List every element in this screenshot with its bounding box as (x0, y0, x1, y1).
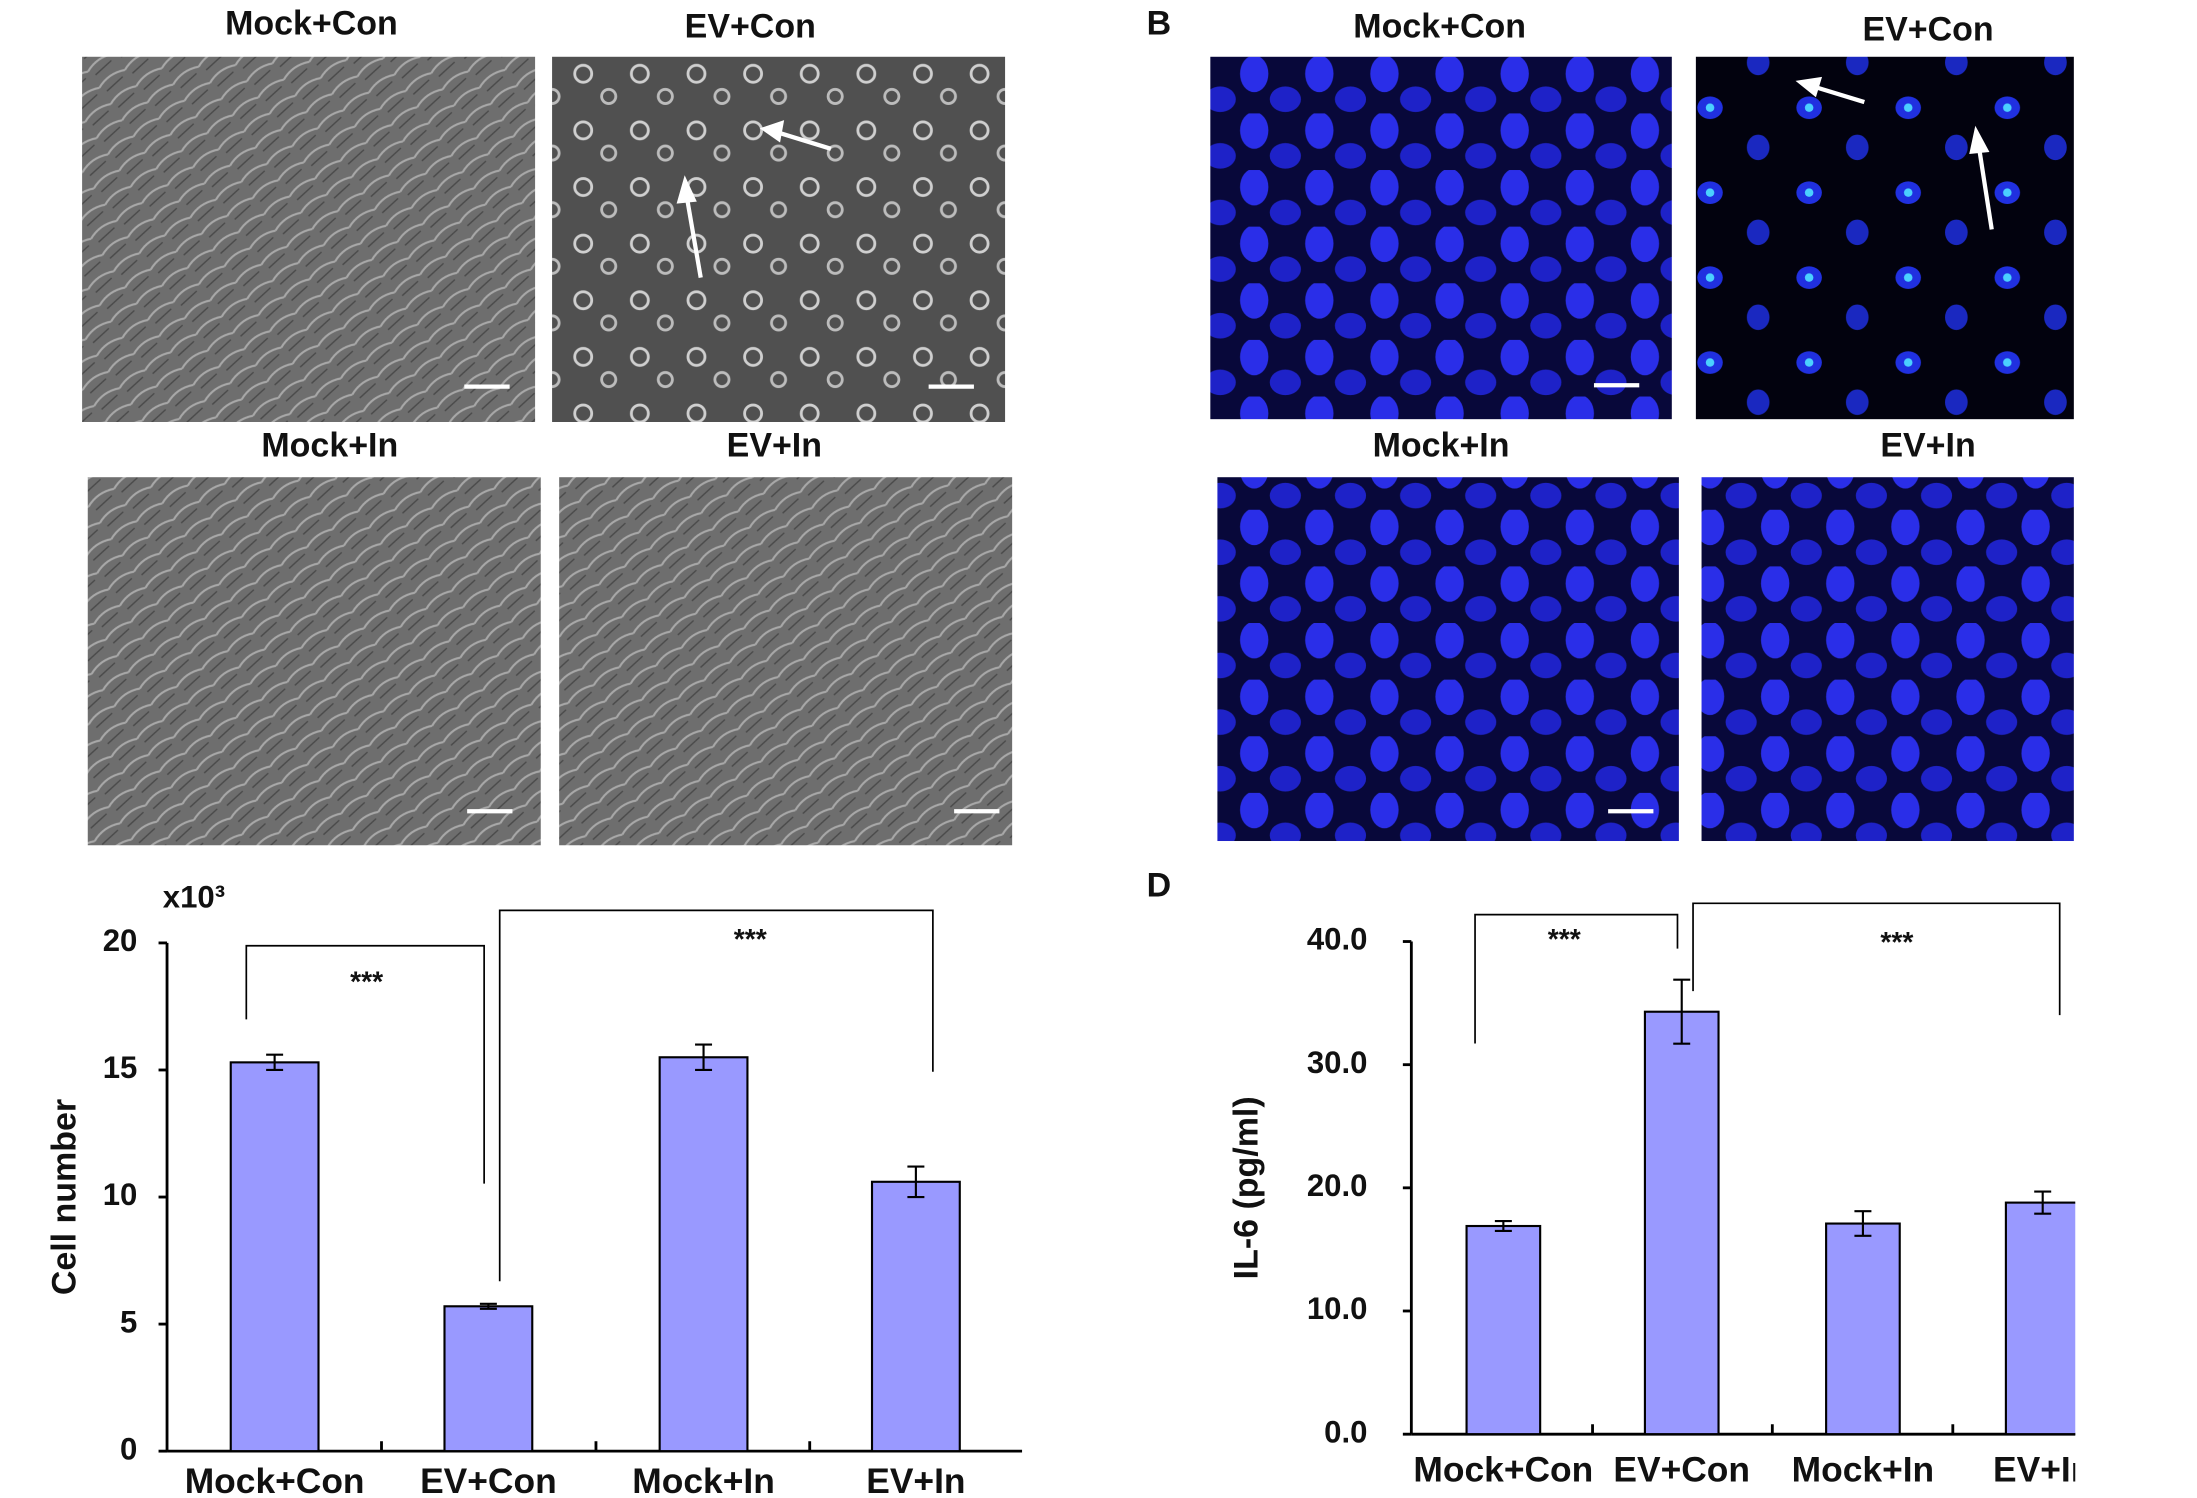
image-title: EV+Con (685, 7, 816, 45)
x-tick-label: EV+In (1993, 1451, 2092, 1490)
y-tick-label: 20 (103, 923, 138, 958)
x-tick-label: EV+Con (420, 1462, 557, 1498)
arrows (676, 76, 1994, 278)
error-bar (2034, 1190, 2052, 1215)
x-tick-label: Mock+Con (1413, 1451, 1593, 1490)
significance-bracket (245, 944, 485, 1184)
bar (1465, 1224, 1542, 1436)
bar (1825, 1222, 1901, 1436)
image-title: Mock+In (261, 426, 398, 464)
micrographs: Mock+Con EV+Con Mock+In EV+In Mock+Con E… (82, 5, 2074, 846)
significance-bracket (498, 909, 934, 1282)
micrograph (1695, 56, 2074, 420)
error-bar (266, 1053, 284, 1072)
micrograph (1217, 477, 1679, 842)
y-tick-label: 5 (120, 1304, 137, 1339)
x-tick-label: EV+In (866, 1462, 965, 1498)
bar (658, 1056, 749, 1453)
y-tick-label: 20.0 (1307, 1168, 1368, 1203)
error-bar (479, 1302, 497, 1310)
y-tick-label: 10.0 (1307, 1291, 1368, 1326)
bar (870, 1180, 961, 1453)
image-title: Mock+In (1373, 426, 1510, 464)
y-axis-label: IL-6 (pg/ml) (1228, 1096, 1266, 1279)
micrograph (82, 56, 536, 422)
significance-label: *** (734, 923, 767, 955)
panel-label: B (1147, 5, 1172, 43)
micrograph (87, 477, 541, 846)
error-bar (1494, 1220, 1512, 1233)
chart: 0 5 10 15 20 Cell number Mock+Con EV+Con Mock+In… (46, 909, 1023, 1498)
image-title: Mock+Con (225, 5, 398, 43)
micrograph (552, 56, 1006, 422)
significance-bracket (1474, 913, 1679, 1044)
image-title: Mock+Con (1353, 7, 1526, 45)
bar (1643, 1010, 1720, 1436)
y-tick-label: 0 (120, 1431, 137, 1466)
y-tick-label: 30.0 (1307, 1045, 1368, 1080)
image-title: EV+Con (1862, 10, 1993, 48)
image-title: EV+In (727, 426, 822, 464)
micrograph (1701, 477, 2074, 842)
y-tick-label: 15 (103, 1050, 138, 1085)
bar (443, 1305, 534, 1453)
image-title: EV+In (1880, 426, 1975, 464)
significance-label: *** (350, 965, 383, 997)
bar (2004, 1201, 2076, 1436)
x-tick-label: EV+Con (1613, 1451, 1750, 1490)
y-axis-label: Cell number (46, 1099, 84, 1295)
panel-label: D (1147, 867, 1172, 905)
y-tick-label: 10 (103, 1177, 138, 1212)
significance-label: *** (1548, 923, 1581, 955)
error-bar (907, 1165, 925, 1199)
y-unit: x10³ (163, 879, 225, 914)
micrograph (559, 477, 1013, 846)
chart: 0.0 10.0 20.0 30.0 40.0 IL-6 (pg/ml) Mock+Con E… (1228, 902, 2092, 1490)
x-tick-label: Mock+Con (185, 1462, 365, 1498)
error-bar (1854, 1210, 1872, 1237)
bar (229, 1061, 320, 1453)
error-bar (695, 1043, 713, 1072)
error-bar (1673, 978, 1691, 1045)
y-tick-label: 40.0 (1307, 922, 1368, 957)
significance-bracket (1692, 902, 2061, 1016)
y-tick-label: 0.0 (1324, 1414, 1367, 1449)
x-tick-label: Mock+In (632, 1462, 775, 1498)
x-tick-label: Mock+In (1792, 1451, 1935, 1490)
scale-bars (464, 383, 1654, 814)
significance-label: *** (1880, 926, 1913, 958)
micrograph (1210, 56, 1672, 420)
